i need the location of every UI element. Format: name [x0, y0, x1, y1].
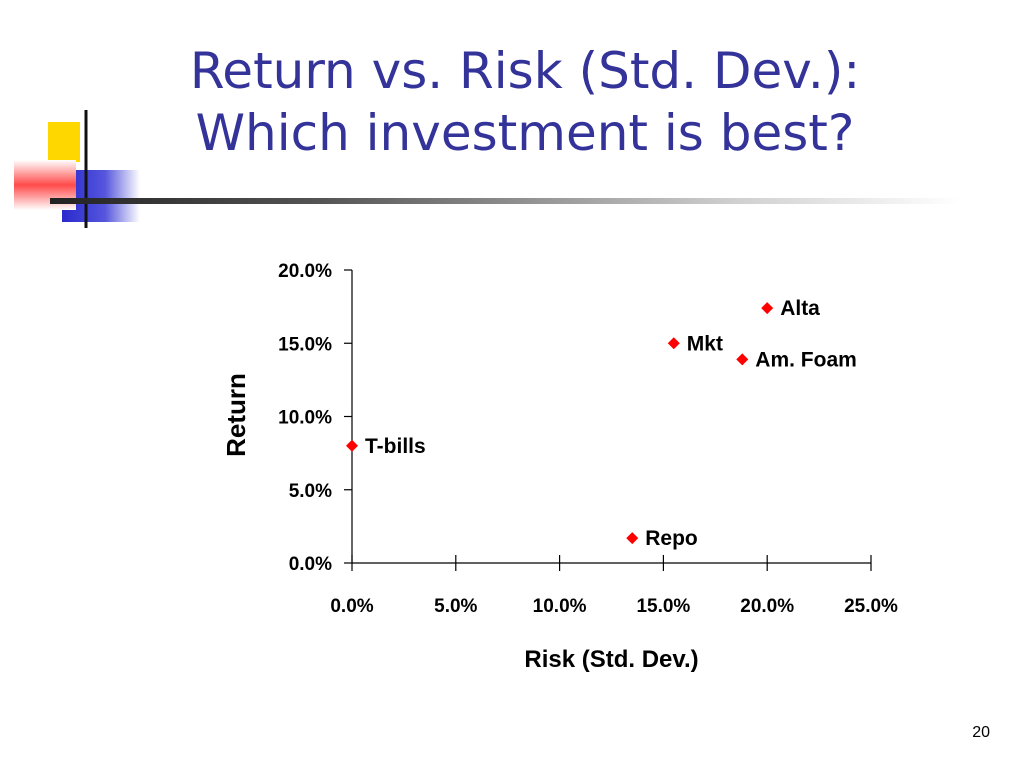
y-tick-label: 5.0% — [289, 481, 332, 502]
data-point-mkt — [667, 337, 680, 350]
x-tick-label: 5.0% — [434, 596, 477, 617]
data-label: Mkt — [687, 332, 723, 355]
data-point-repo — [626, 532, 639, 545]
data-label: Repo — [645, 527, 698, 550]
x-tick-label: 20.0% — [740, 596, 794, 617]
data-point-t-bills — [346, 439, 358, 452]
slide-title: Return vs. Risk (Std. Dev.): Which inves… — [130, 40, 920, 164]
data-label: T-bills — [365, 435, 426, 458]
x-tick-label: 10.0% — [533, 596, 587, 617]
title-divider — [50, 198, 960, 204]
data-point-am-foam — [736, 353, 749, 366]
y-tick-label: 15.0% — [278, 334, 332, 355]
data-label: Alta — [780, 297, 820, 320]
y-tick-label: 10.0% — [278, 408, 332, 429]
slide-number: 20 — [972, 724, 990, 741]
yellow-block — [48, 122, 80, 162]
x-tick-label: 25.0% — [844, 596, 898, 617]
y-tick-label: 0.0% — [289, 554, 332, 575]
x-tick-label: 15.0% — [636, 596, 690, 617]
y-tick-label: 20.0% — [278, 261, 332, 282]
y-axis-title: Return — [221, 373, 251, 457]
title-line-1: Return vs. Risk (Std. Dev.): — [189, 42, 861, 100]
title-line-2: Which investment is best? — [195, 104, 855, 162]
data-label: Am. Foam — [755, 348, 857, 371]
x-tick-label: 0.0% — [330, 596, 373, 617]
data-point-alta — [761, 302, 774, 315]
x-axis-title: Risk (Std. Dev.) — [524, 646, 698, 673]
